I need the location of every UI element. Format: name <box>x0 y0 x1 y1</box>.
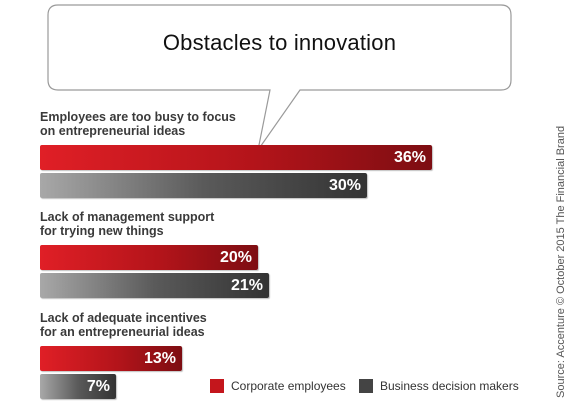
category-label-1-line-1: Employees are too busy to focus <box>40 110 236 124</box>
bar-business-1: 30% <box>40 173 367 198</box>
chart-title: Obstacles to innovation <box>162 30 397 55</box>
category-label-1-line-2: on entrepreneurial ideas <box>40 124 186 138</box>
bar-business-3: 7% <box>40 374 116 399</box>
data-label-business-3: 7% <box>86 378 110 395</box>
bar-corporate-2: 20% <box>40 245 258 270</box>
legend-item-corporate-employees: Corporate employees <box>210 379 346 393</box>
legend-swatch-business <box>359 379 373 393</box>
legend-label-corporate: Corporate employees <box>231 379 346 393</box>
bar-corporate-3: 13% <box>40 346 182 371</box>
category-label-3-line-2: for an entrepreneurial ideas <box>40 325 205 339</box>
data-label-corporate-2: 20% <box>219 249 252 266</box>
category-label-2-line-1: Lack of management support <box>40 210 215 224</box>
legend-swatch-corporate <box>210 379 224 393</box>
bar-corporate-1: 36% <box>40 145 432 170</box>
data-label-corporate-1: 36% <box>393 149 426 166</box>
data-label-corporate-3: 13% <box>143 350 176 367</box>
data-label-business-1: 30% <box>328 177 361 194</box>
legend-label-business: Business decision makers <box>380 379 519 393</box>
bar-business-2: 21% <box>40 273 269 298</box>
category-label-2-line-2: for trying new things <box>40 224 164 238</box>
source-note: Source: Accenture © October 2015 The Fin… <box>555 125 565 398</box>
category-label-3-line-1: Lack of adequate incentives <box>40 311 207 325</box>
legend-item-business-decision-makers: Business decision makers <box>359 379 519 393</box>
speech-bubble-shape <box>47 4 512 151</box>
data-label-business-2: 21% <box>230 277 263 294</box>
